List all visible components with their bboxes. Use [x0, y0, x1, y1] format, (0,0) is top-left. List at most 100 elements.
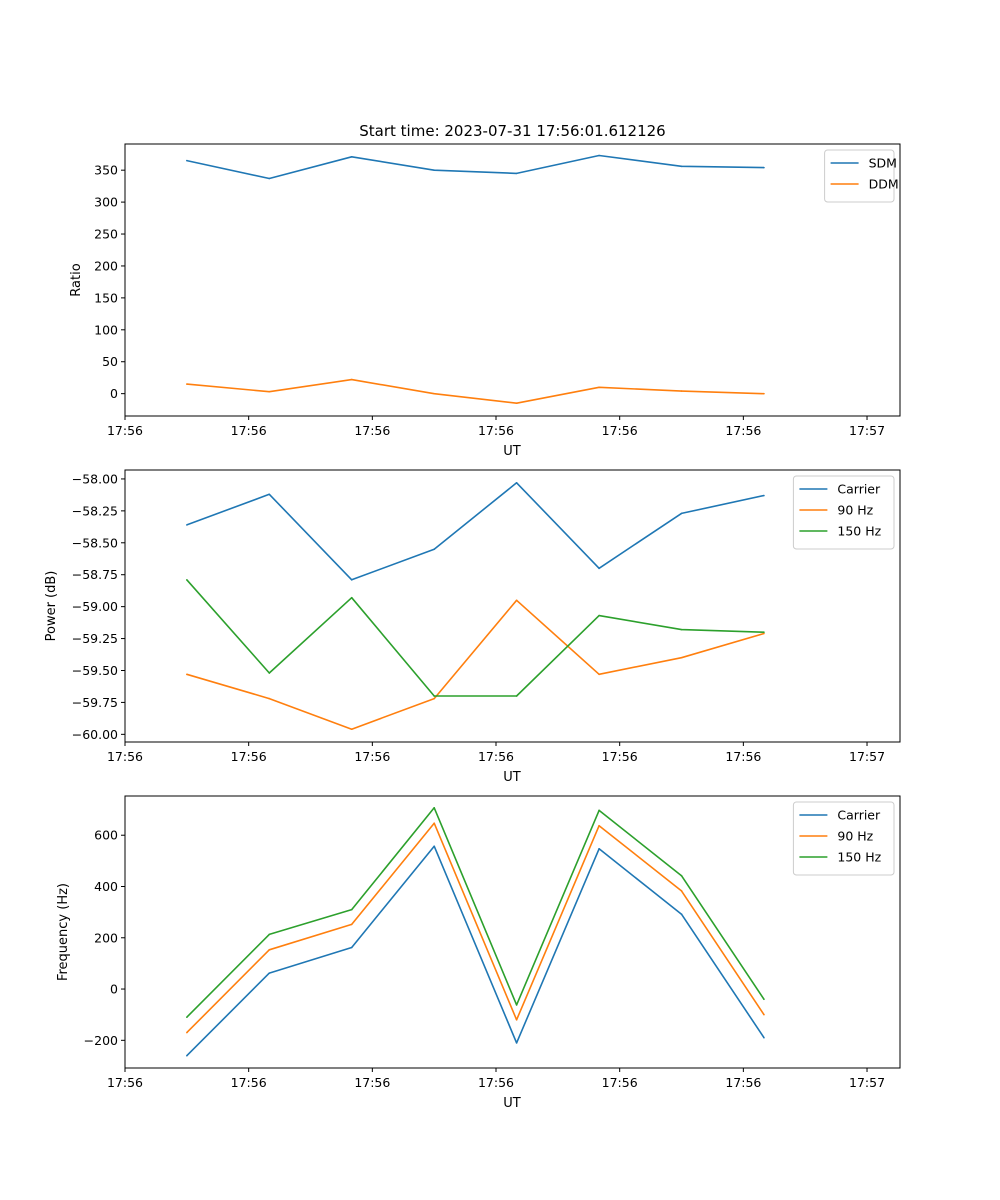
data-point-ddm	[186, 383, 188, 385]
data-point-sdm	[186, 159, 188, 162]
legend-label: 90 Hz	[837, 829, 873, 844]
data-point-ddm	[433, 392, 435, 395]
data-point-90-hz	[598, 824, 600, 827]
y-axis-label: Ratio	[69, 263, 84, 296]
x-tick-label: 17:56	[231, 423, 267, 438]
data-point-90-hz	[268, 949, 271, 951]
data-point-carrier	[515, 481, 518, 484]
x-tick-label: 17:56	[107, 423, 143, 438]
y-tick-label: −59.00	[72, 599, 118, 614]
y-tick-label: −200	[84, 1033, 118, 1048]
data-point-carrier	[680, 512, 683, 515]
series-line-carrier	[186, 845, 765, 1057]
x-tick-label: 17:57	[849, 423, 885, 438]
data-point-carrier	[186, 1054, 188, 1057]
data-point-90-hz	[680, 890, 683, 892]
x-axis-label: UT	[503, 1096, 521, 1111]
y-tick-label: −59.50	[72, 663, 118, 678]
y-tick-label: 400	[94, 879, 118, 894]
series-line-90-hz	[186, 822, 765, 1034]
chart-panel-3: 17:56 17:56 17:56 17:56 17:56 17:56 17:57 −200 0…	[56, 795, 901, 1111]
y-tick-label: 200	[94, 258, 118, 273]
x-tick-label: 17:56	[725, 749, 761, 764]
x-tick-label: 17:56	[107, 1075, 143, 1090]
y-tick-label: 0	[110, 386, 118, 401]
data-point-150-hz	[433, 695, 435, 697]
data-point-carrier	[350, 579, 353, 581]
data-point-90-hz	[515, 599, 518, 602]
data-point-90-hz	[598, 673, 600, 676]
axes-frame	[124, 469, 901, 743]
data-point-carrier	[350, 946, 353, 949]
data-point-150-hz	[598, 614, 600, 617]
x-tick-label: 17:56	[602, 1075, 638, 1090]
series-line-150-hz	[186, 579, 765, 697]
data-point-90-hz	[680, 656, 683, 659]
data-point-150-hz	[763, 631, 765, 633]
y-tick-label: 0	[110, 982, 118, 997]
data-point-90-hz	[763, 632, 765, 635]
data-point-sdm	[350, 155, 353, 158]
legend-label: 150 Hz	[837, 524, 881, 539]
data-point-150-hz	[350, 908, 353, 911]
chart-panel-2: 17:56 17:56 17:56 17:56 17:56 17:56 17:57 −58.0…	[44, 469, 901, 785]
x-tick-label: 17:56	[354, 423, 390, 438]
legend: Carrier 90 Hz 150 Hz	[792, 475, 895, 550]
data-point-150-hz	[680, 874, 683, 877]
figure-title: Start time: 2023-07-31 17:56:01.612126	[359, 122, 665, 140]
data-point-90-hz	[186, 673, 188, 676]
data-point-carrier	[268, 972, 271, 974]
data-point-90-hz	[268, 697, 271, 700]
series-line-sdm	[186, 154, 765, 180]
chart-panel-1: 17:56 17:56 17:56 17:56 17:56 17:56 17:57 0 50 10…	[69, 143, 901, 459]
data-point-carrier	[763, 1036, 765, 1039]
data-point-carrier	[433, 845, 435, 848]
data-point-ddm	[350, 378, 353, 381]
legend: Carrier 90 Hz 150 Hz	[792, 801, 895, 876]
data-point-150-hz	[268, 933, 271, 936]
data-point-150-hz	[680, 628, 683, 631]
y-axis-label: Power (dB)	[44, 571, 59, 642]
y-tick-label: 100	[94, 322, 118, 337]
x-tick-label: 17:56	[602, 423, 638, 438]
data-point-carrier	[433, 548, 435, 550]
data-point-ddm	[598, 386, 600, 389]
data-point-ddm	[680, 390, 683, 392]
data-point-carrier	[680, 913, 683, 915]
x-axis-label: UT	[503, 444, 521, 459]
x-tick-label: 17:56	[602, 749, 638, 764]
x-tick-label: 17:56	[107, 749, 143, 764]
x-tick-label: 17:56	[725, 423, 761, 438]
y-tick-label: 250	[94, 227, 118, 242]
data-point-150-hz	[186, 579, 188, 581]
x-axis-label: UT	[503, 770, 521, 785]
data-point-sdm	[433, 169, 435, 171]
data-point-carrier	[515, 1042, 518, 1044]
y-tick-label: −58.25	[72, 503, 118, 518]
data-point-ddm	[763, 392, 765, 395]
y-tick-label: 300	[94, 195, 118, 210]
data-point-90-hz	[515, 1019, 518, 1021]
y-tick-label: 150	[94, 290, 118, 305]
y-axis-label: Frequency (Hz)	[56, 883, 71, 981]
data-point-90-hz	[350, 923, 353, 926]
x-tick-label: 17:56	[478, 423, 514, 438]
x-tick-label: 17:56	[478, 749, 514, 764]
data-point-sdm	[763, 166, 765, 169]
data-point-carrier	[186, 524, 188, 526]
x-tick-label: 17:56	[231, 1075, 267, 1090]
data-point-150-hz	[268, 672, 271, 674]
axes-frame	[124, 143, 901, 417]
data-point-150-hz	[433, 806, 435, 809]
legend-label: 90 Hz	[837, 503, 873, 518]
data-point-150-hz	[515, 695, 518, 697]
data-point-150-hz	[350, 596, 353, 599]
y-tick-label: −58.00	[72, 471, 118, 486]
y-tick-label: −59.75	[72, 695, 118, 710]
data-point-90-hz	[433, 822, 435, 824]
y-tick-label: 50	[102, 354, 118, 369]
legend-label: DDM	[869, 177, 899, 192]
series-line-carrier	[186, 481, 765, 581]
y-tick-label: −60.00	[72, 727, 118, 742]
